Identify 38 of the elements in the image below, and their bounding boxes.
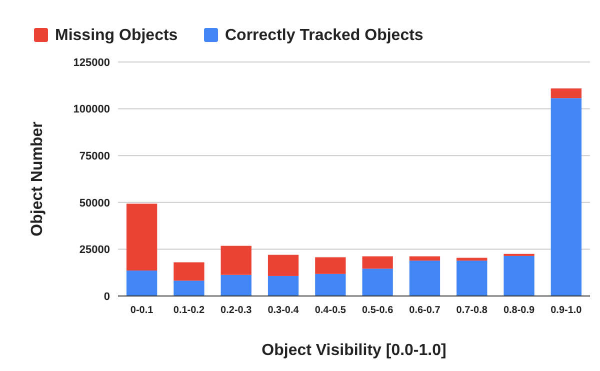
bar bbox=[220, 274, 252, 296]
bar bbox=[409, 260, 440, 296]
x-tick-label: 0.8-0.9 bbox=[503, 305, 536, 316]
y-tick-label: 125000 bbox=[73, 56, 110, 69]
bar bbox=[126, 204, 158, 271]
y-tick-label: 50000 bbox=[79, 197, 110, 210]
bar bbox=[456, 260, 488, 296]
x-tick-label: 0.4-0.5 bbox=[314, 305, 346, 316]
x-tick-label: 0.1-0.2 bbox=[173, 305, 205, 316]
y-tick-label: 100000 bbox=[73, 104, 110, 116]
bar bbox=[315, 257, 346, 274]
bar bbox=[268, 254, 299, 276]
x-tick-label: 0.2-0.3 bbox=[220, 305, 252, 316]
bar bbox=[315, 274, 346, 296]
x-tick-label: 0.9-1.0 bbox=[550, 305, 582, 316]
y-tick-label: 25000 bbox=[79, 244, 110, 256]
x-tick-label: 0.5-0.6 bbox=[362, 305, 394, 316]
bar bbox=[362, 268, 393, 296]
bar bbox=[550, 88, 582, 98]
bar bbox=[174, 262, 204, 281]
bar bbox=[268, 276, 299, 296]
y-tick-label: 0 bbox=[104, 290, 110, 303]
y-axis-title: Object Number bbox=[29, 122, 46, 236]
x-tick-label: 0-0.1 bbox=[130, 305, 154, 316]
bar bbox=[504, 256, 534, 296]
x-axis-title: Object Visibility [0.0-1.0] bbox=[262, 342, 446, 359]
bar bbox=[174, 280, 204, 296]
legend-label: Missing Objects bbox=[55, 27, 178, 44]
x-tick-label: 0.3-0.4 bbox=[268, 305, 300, 316]
bar bbox=[362, 256, 393, 269]
y-tick-label: 75000 bbox=[79, 150, 110, 162]
bar bbox=[220, 246, 252, 275]
x-tick-label: 0.7-0.8 bbox=[456, 305, 488, 316]
bar bbox=[409, 256, 440, 261]
legend-label: Correctly Tracked Objects bbox=[225, 27, 424, 44]
x-tick-label: 0.6-0.7 bbox=[409, 305, 441, 316]
bar bbox=[550, 98, 582, 296]
bar bbox=[126, 270, 158, 296]
